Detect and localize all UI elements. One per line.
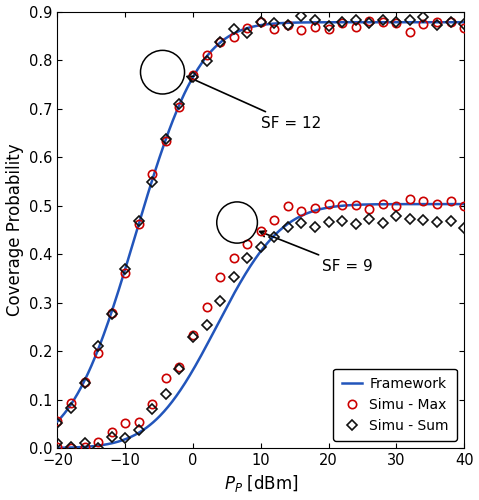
Text: SF = 12: SF = 12 — [187, 76, 321, 130]
X-axis label: $P_P$ [dBm]: $P_P$ [dBm] — [224, 474, 298, 494]
Text: SF = 9: SF = 9 — [260, 231, 373, 274]
Y-axis label: Coverage Probability: Coverage Probability — [6, 144, 23, 316]
Legend: Framework, Simu - Max, Simu - Sum: Framework, Simu - Max, Simu - Sum — [333, 368, 457, 441]
